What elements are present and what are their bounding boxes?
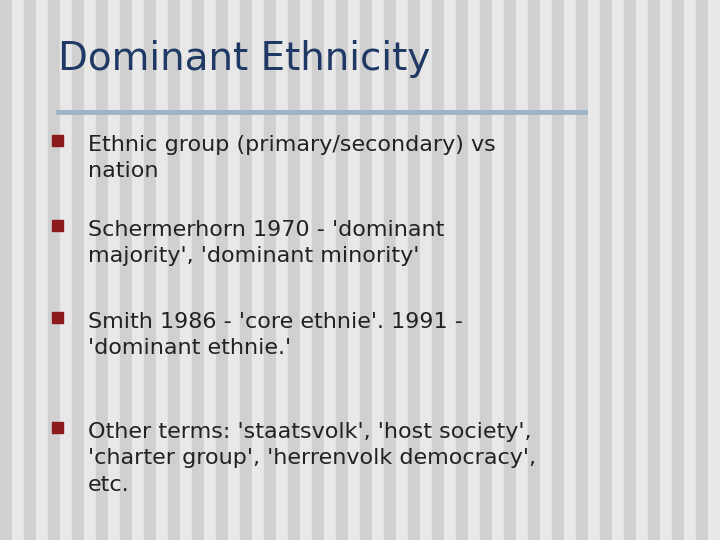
Bar: [612, 0, 624, 540]
Bar: [420, 0, 432, 540]
Bar: [36, 0, 48, 540]
Bar: [684, 0, 696, 540]
Bar: [576, 0, 588, 540]
Bar: [708, 0, 720, 540]
Bar: [48, 0, 60, 540]
Bar: [108, 0, 120, 540]
Bar: [672, 0, 684, 540]
Bar: [276, 0, 288, 540]
Bar: [348, 0, 360, 540]
Bar: [288, 0, 300, 540]
Bar: [552, 0, 564, 540]
Bar: [228, 0, 240, 540]
Bar: [444, 0, 456, 540]
Bar: [252, 0, 264, 540]
Bar: [528, 0, 540, 540]
Bar: [156, 0, 168, 540]
Bar: [492, 0, 504, 540]
Bar: [516, 0, 528, 540]
Text: Other terms: 'staatsvolk', 'host society',
'charter group', 'herrenvolk democrac: Other terms: 'staatsvolk', 'host society…: [88, 422, 536, 495]
Bar: [52, 135, 63, 146]
Bar: [564, 0, 576, 540]
Bar: [432, 0, 444, 540]
Bar: [504, 0, 516, 540]
Bar: [180, 0, 192, 540]
Bar: [144, 0, 156, 540]
Bar: [312, 0, 324, 540]
Bar: [324, 0, 336, 540]
Bar: [84, 0, 96, 540]
Bar: [24, 0, 36, 540]
Bar: [660, 0, 672, 540]
Bar: [204, 0, 216, 540]
Bar: [240, 0, 252, 540]
Text: Ethnic group (primary/secondary) vs
nation: Ethnic group (primary/secondary) vs nati…: [88, 135, 496, 181]
Bar: [264, 0, 276, 540]
Bar: [192, 0, 204, 540]
Bar: [60, 0, 72, 540]
Bar: [648, 0, 660, 540]
Text: Schermerhorn 1970 - 'dominant
majority', 'dominant minority': Schermerhorn 1970 - 'dominant majority',…: [88, 220, 444, 266]
Text: Smith 1986 - 'core ethnie'. 1991 -
'dominant ethnie.': Smith 1986 - 'core ethnie'. 1991 - 'domi…: [88, 312, 463, 359]
Bar: [588, 0, 600, 540]
Bar: [636, 0, 648, 540]
Text: Dominant Ethnicity: Dominant Ethnicity: [58, 40, 431, 78]
Bar: [696, 0, 708, 540]
Bar: [120, 0, 132, 540]
Bar: [12, 0, 24, 540]
Bar: [384, 0, 396, 540]
Bar: [96, 0, 108, 540]
Bar: [0, 0, 12, 540]
Bar: [360, 0, 372, 540]
Bar: [624, 0, 636, 540]
Bar: [216, 0, 228, 540]
Bar: [72, 0, 84, 540]
Bar: [132, 0, 144, 540]
Bar: [52, 312, 63, 323]
Bar: [168, 0, 180, 540]
Bar: [52, 220, 63, 231]
Bar: [540, 0, 552, 540]
Bar: [300, 0, 312, 540]
Bar: [456, 0, 468, 540]
Bar: [468, 0, 480, 540]
Bar: [372, 0, 384, 540]
Bar: [52, 422, 63, 433]
Bar: [408, 0, 420, 540]
Bar: [396, 0, 408, 540]
Bar: [480, 0, 492, 540]
Bar: [600, 0, 612, 540]
Bar: [336, 0, 348, 540]
